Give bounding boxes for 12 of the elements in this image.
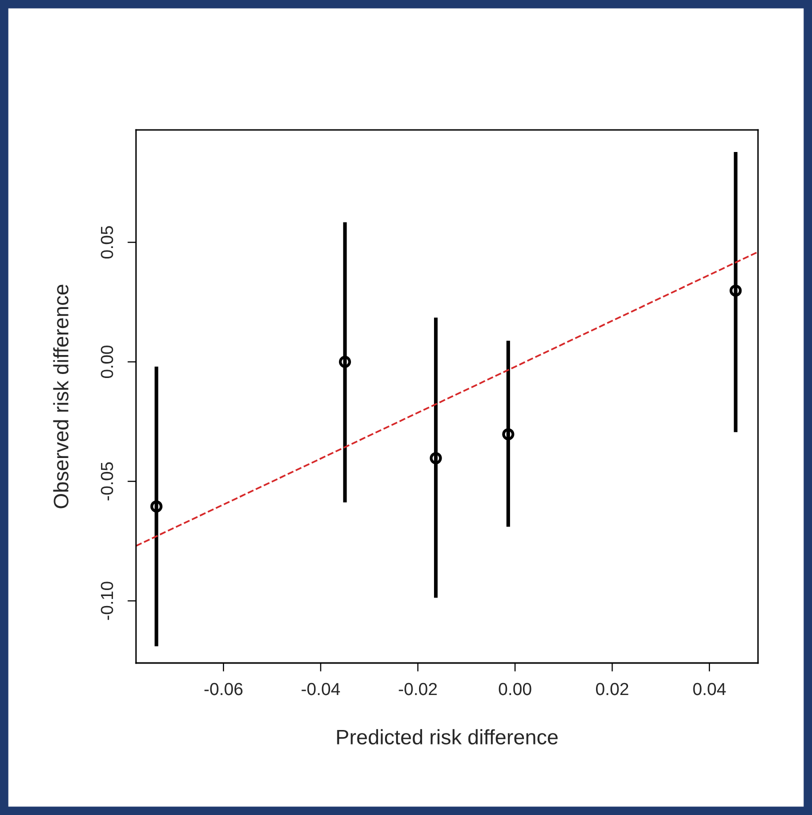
x-tick-label: 0.04 bbox=[693, 682, 726, 696]
x-tick-label: 0.02 bbox=[596, 682, 628, 696]
x-tick-label: -0.06 bbox=[204, 682, 242, 696]
y-tick-label: -0.05 bbox=[100, 462, 114, 500]
y-tick-label: 0.00 bbox=[100, 346, 114, 378]
y-axis-title: Observed risk difference bbox=[53, 284, 68, 508]
x-tick-label: -0.02 bbox=[398, 682, 437, 696]
x-tick-label: 0.00 bbox=[498, 682, 532, 696]
y-tick-label: 0.05 bbox=[100, 226, 114, 259]
y-tick-label: -0.10 bbox=[100, 582, 114, 620]
x-axis-title: Predicted risk difference bbox=[337, 729, 558, 744]
x-tick-label: -0.04 bbox=[302, 682, 340, 696]
